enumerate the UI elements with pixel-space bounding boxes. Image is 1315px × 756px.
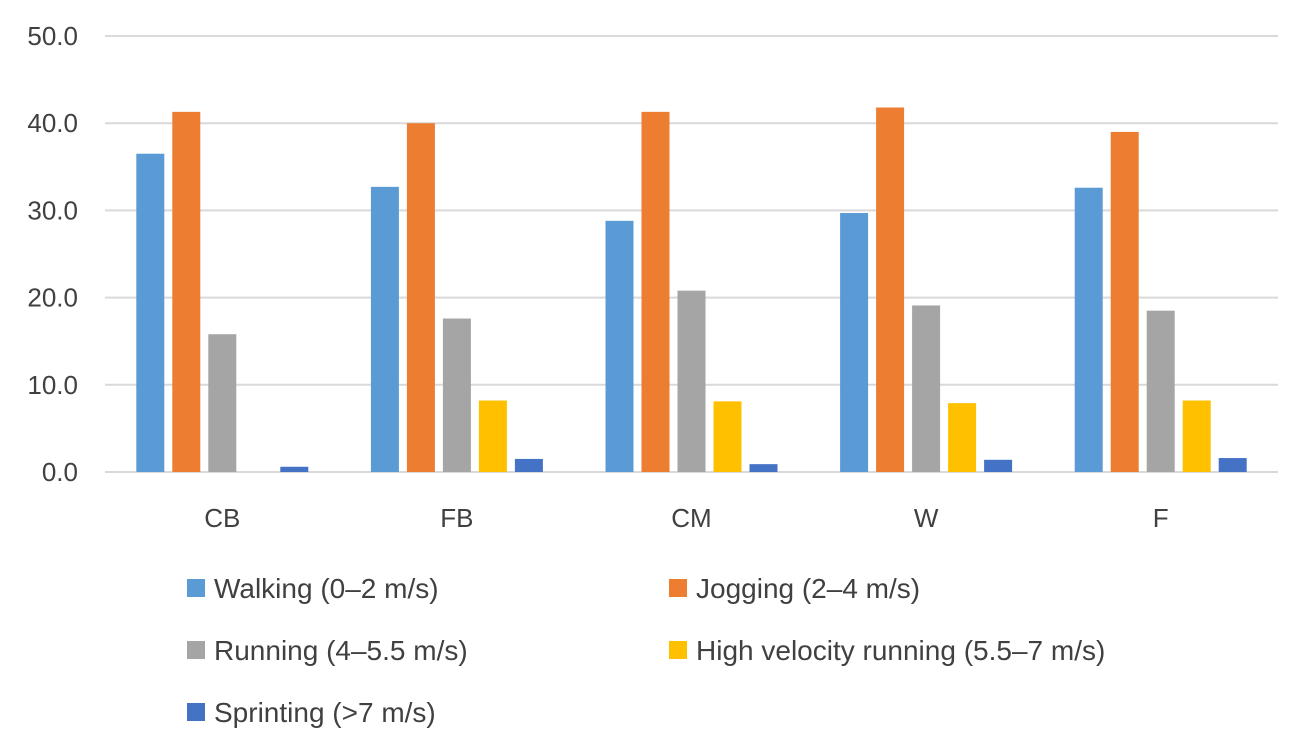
bar [280,466,309,472]
bar [1218,458,1247,472]
y-tick-label: 10.0 [27,370,78,400]
legend-item: Jogging (2–4 m/s) [669,573,920,604]
bar [1110,131,1139,473]
bar [136,153,165,472]
y-tick-label: 40.0 [27,108,78,138]
bar [1074,187,1103,472]
y-tick-label: 20.0 [27,283,78,313]
y-tick-label: 50.0 [27,21,78,51]
legend-label: High velocity running (5.5–7 m/s) [696,635,1105,666]
legend-swatch [187,579,205,597]
x-tick-label: CB [204,503,240,533]
bar [172,111,201,472]
bar [370,186,399,472]
y-tick-label: 30.0 [27,195,78,225]
bar [948,403,977,472]
legend-swatch [187,703,205,721]
bar [677,290,706,472]
legend-item: Sprinting (>7 m/s) [187,697,436,728]
legend-swatch [669,641,687,659]
legend-label: Jogging (2–4 m/s) [696,573,920,604]
legend-swatch [669,579,687,597]
bar [1146,310,1175,472]
legend-item: High velocity running (5.5–7 m/s) [669,635,1105,666]
legend-swatch [187,641,205,659]
x-tick-label: FB [440,503,473,533]
bar [605,220,634,472]
bars [136,107,1247,473]
bar [641,111,670,472]
legend-label: Sprinting (>7 m/s) [214,697,436,728]
legend-label: Running (4–5.5 m/s) [214,635,468,666]
x-tick-label: W [914,503,939,533]
legend-item: Walking (0–2 m/s) [187,573,439,604]
bar [442,318,471,472]
bar [876,107,905,472]
legend-label: Walking (0–2 m/s) [214,573,439,604]
legend-item: Running (4–5.5 m/s) [187,635,468,666]
bar [478,400,507,472]
x-tick-label: F [1153,503,1169,533]
legend: Walking (0–2 m/s) Jogging (2–4 m/s) Runnin… [187,573,1105,728]
bar [514,458,543,472]
bar [1182,400,1211,472]
bar [984,459,1013,472]
x-axis-ticks: CB FB CM W F [204,503,1168,533]
bar [912,305,941,472]
bar [713,401,742,472]
bar [749,464,778,472]
bar [406,123,435,472]
y-axis-ticks: 0.0 10.0 20.0 30.0 40.0 50.0 [27,21,78,487]
x-tick-label: CM [671,503,711,533]
bar [840,213,869,473]
y-tick-label: 0.0 [42,457,78,487]
bar [208,334,237,472]
